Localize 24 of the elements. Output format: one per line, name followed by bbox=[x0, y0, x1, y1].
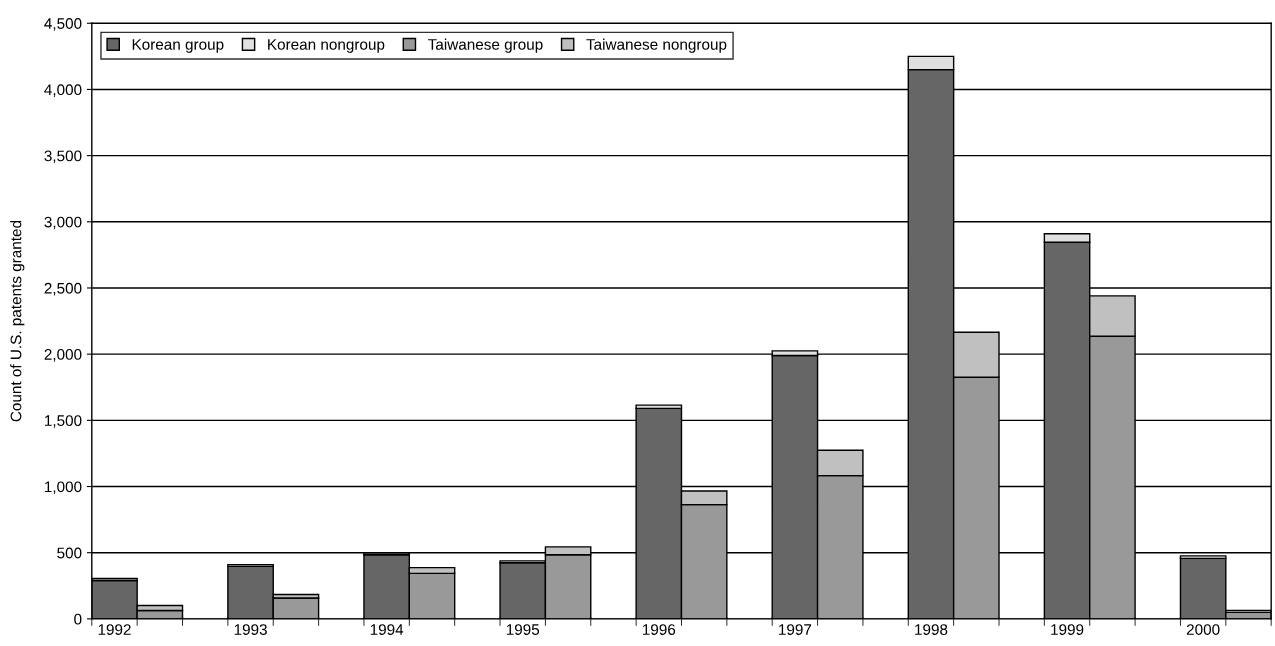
y-tick-label: 1,000 bbox=[45, 481, 82, 494]
y-tick-label: 4,000 bbox=[44, 84, 82, 97]
y-tick-label: 2,500 bbox=[44, 282, 82, 296]
y-axis-title: Count of U.S. patents granted bbox=[10, 220, 25, 422]
y-tick-label: 500 bbox=[57, 547, 82, 559]
legend-label: Taiwanese nongroup bbox=[586, 38, 727, 53]
y-tick-label: 2,000 bbox=[44, 349, 82, 362]
y-tick-label: 0 bbox=[74, 613, 82, 625]
x-tick-label: 1993 bbox=[234, 624, 267, 635]
x-tick-label: 1997 bbox=[779, 624, 812, 635]
legend-label: Taiwanese group bbox=[428, 38, 543, 53]
x-tick-label: 1998 bbox=[915, 624, 948, 635]
y-tick-label: 3,000 bbox=[44, 216, 82, 230]
legend-label: Korean group bbox=[132, 39, 224, 53]
x-tick-label: 1995 bbox=[506, 624, 540, 635]
legend-label: Korean nongroup bbox=[268, 39, 385, 53]
y-tick-label: 4,500 bbox=[44, 18, 82, 31]
x-tick-label: 1999 bbox=[1051, 624, 1084, 635]
x-tick-label: 1992 bbox=[98, 624, 131, 635]
x-tick-label: 1996 bbox=[642, 624, 676, 635]
y-tick-label: 3,500 bbox=[44, 150, 82, 164]
x-tick-label: 1994 bbox=[370, 624, 404, 635]
y-tick-label: 1,500 bbox=[45, 415, 82, 428]
x-tick-label: 2000 bbox=[1186, 624, 1220, 635]
